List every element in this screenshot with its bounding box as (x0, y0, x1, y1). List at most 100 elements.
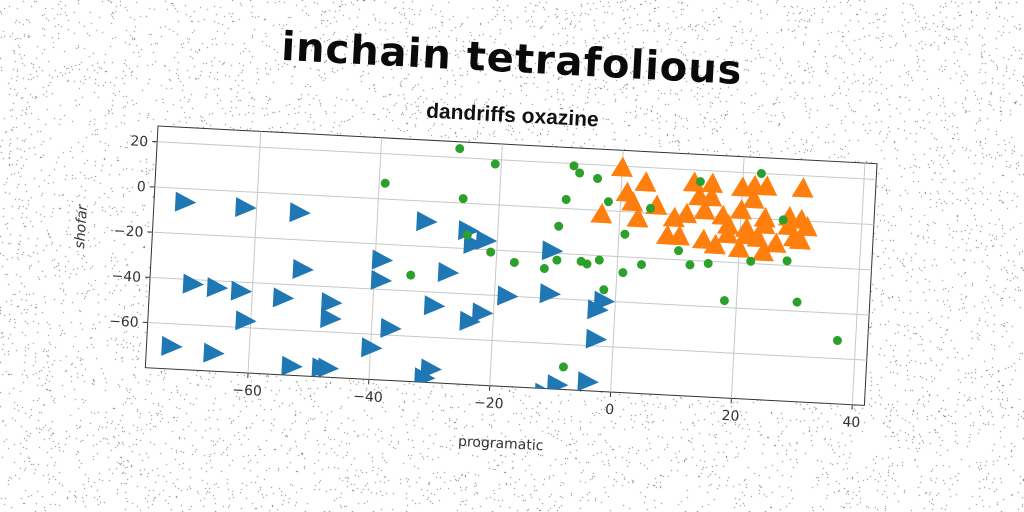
green-circle-point (603, 197, 613, 207)
y-tick-label: −40 (111, 268, 141, 286)
y-axis-label: shofar (72, 204, 92, 250)
blue-triangle-point (587, 299, 609, 320)
y-axis-ticks: 20 0 −20 −40 −60 (109, 133, 158, 331)
blue-triangle-point (437, 262, 460, 283)
green-circle-point (756, 168, 766, 178)
orange-triangle-point (764, 232, 787, 254)
blue-triangle-point (235, 310, 257, 331)
blue-triangle-point (230, 280, 253, 301)
blue-triangle-point (320, 292, 343, 313)
green-circle-point (490, 159, 500, 169)
green-circle-point (620, 229, 630, 239)
blue-triangle-point (497, 285, 519, 306)
y-tick-label: 20 (130, 133, 149, 150)
x-grid-line (247, 131, 262, 374)
orange-triangle-point (590, 202, 613, 224)
orange-triangle-point (791, 177, 814, 198)
orange-triangle-point (610, 156, 633, 178)
x-tick-label: −40 (353, 389, 383, 407)
green-circle-point (509, 257, 519, 267)
orange-triangle-point (675, 202, 698, 224)
x-grid-line (730, 156, 745, 399)
orange-triangle-point (634, 171, 657, 192)
green-circle-point (558, 362, 568, 372)
green-circle-point (554, 221, 564, 231)
green-circle-point (719, 296, 729, 306)
blue-triangle-point (541, 240, 564, 261)
orange-triangle-point (700, 172, 723, 194)
blue-triangle-point (292, 258, 314, 279)
blue-triangle-point (281, 355, 303, 376)
green-circle-point (552, 255, 562, 265)
blue-triangle-point (577, 371, 599, 392)
y-tick-label: −20 (113, 223, 143, 241)
data-points (161, 144, 842, 403)
orange-triangle-point (703, 233, 726, 255)
blue-triangle-point (380, 317, 402, 338)
green-circle-point (458, 194, 468, 204)
blue-triangle-point (320, 307, 342, 328)
x-tick-label: 20 (721, 408, 740, 425)
orange-triangle-point (727, 237, 750, 258)
orange-triangle-point (621, 190, 644, 212)
green-circle-point (695, 177, 705, 187)
orange-triangle-point (693, 199, 716, 220)
blue-triangle-point (459, 310, 481, 331)
blue-triangle-point (371, 249, 394, 270)
blue-triangle-point (585, 328, 608, 349)
blue-triangle-point (317, 357, 340, 378)
green-circle-point (685, 260, 695, 270)
green-circle-point (782, 256, 792, 266)
green-circle-point (561, 194, 571, 204)
green-circle-point (486, 247, 496, 257)
x-tick-label: −60 (232, 382, 262, 400)
green-circle-point (380, 178, 390, 188)
green-circle-point (455, 144, 465, 154)
blue-triangle-point (182, 273, 205, 294)
blue-triangle-point (289, 202, 311, 223)
blue-triangle-point (416, 211, 438, 232)
green-circle-point (539, 264, 549, 274)
x-grid-line (851, 163, 866, 405)
green-circle-point (778, 215, 788, 225)
orange-triangle-point (662, 206, 685, 228)
green-circle-point (792, 297, 802, 307)
green-circle-point (636, 260, 646, 270)
x-tick-label: 40 (842, 414, 861, 431)
blue-triangle-point (203, 342, 225, 363)
blue-triangle-point (539, 283, 562, 304)
orange-triangle-point (755, 175, 778, 196)
green-circle-point (593, 173, 603, 183)
green-circle-point (618, 268, 628, 278)
green-circle-point (645, 203, 655, 213)
green-circle-point (674, 246, 684, 256)
green-circle-point (599, 285, 609, 295)
green-circle-point (746, 256, 756, 266)
blue-triangle-point (471, 302, 494, 323)
y-tick-label: −60 (109, 313, 139, 331)
green-circle-point (462, 230, 472, 240)
orange-triangle-point (691, 228, 714, 250)
blue-triangle-point (272, 287, 295, 308)
blue-triangle-point (370, 269, 393, 290)
green-circle-point (582, 259, 592, 269)
orange-triangle-point (782, 226, 805, 248)
blue-triangle-point (361, 337, 383, 358)
x-grid-line (610, 150, 624, 393)
blue-triangle-point (235, 197, 257, 218)
green-circle-point (832, 336, 842, 346)
x-grid-line (489, 144, 503, 386)
orange-triangle-point (742, 188, 765, 209)
orange-triangle-point (751, 240, 774, 262)
orange-triangle-point (729, 198, 752, 220)
blue-triangle-point (423, 295, 446, 316)
orange-triangle-point (626, 207, 649, 228)
green-circle-point (594, 255, 604, 265)
green-circle-point (575, 168, 585, 178)
blue-triangle-point (161, 335, 183, 356)
blue-triangle-point (174, 191, 197, 212)
blue-triangle-point (206, 277, 229, 298)
plot-axes-area: −60 −40 −20 0 20 40 20 0 −20 −40 −60 (109, 125, 878, 431)
